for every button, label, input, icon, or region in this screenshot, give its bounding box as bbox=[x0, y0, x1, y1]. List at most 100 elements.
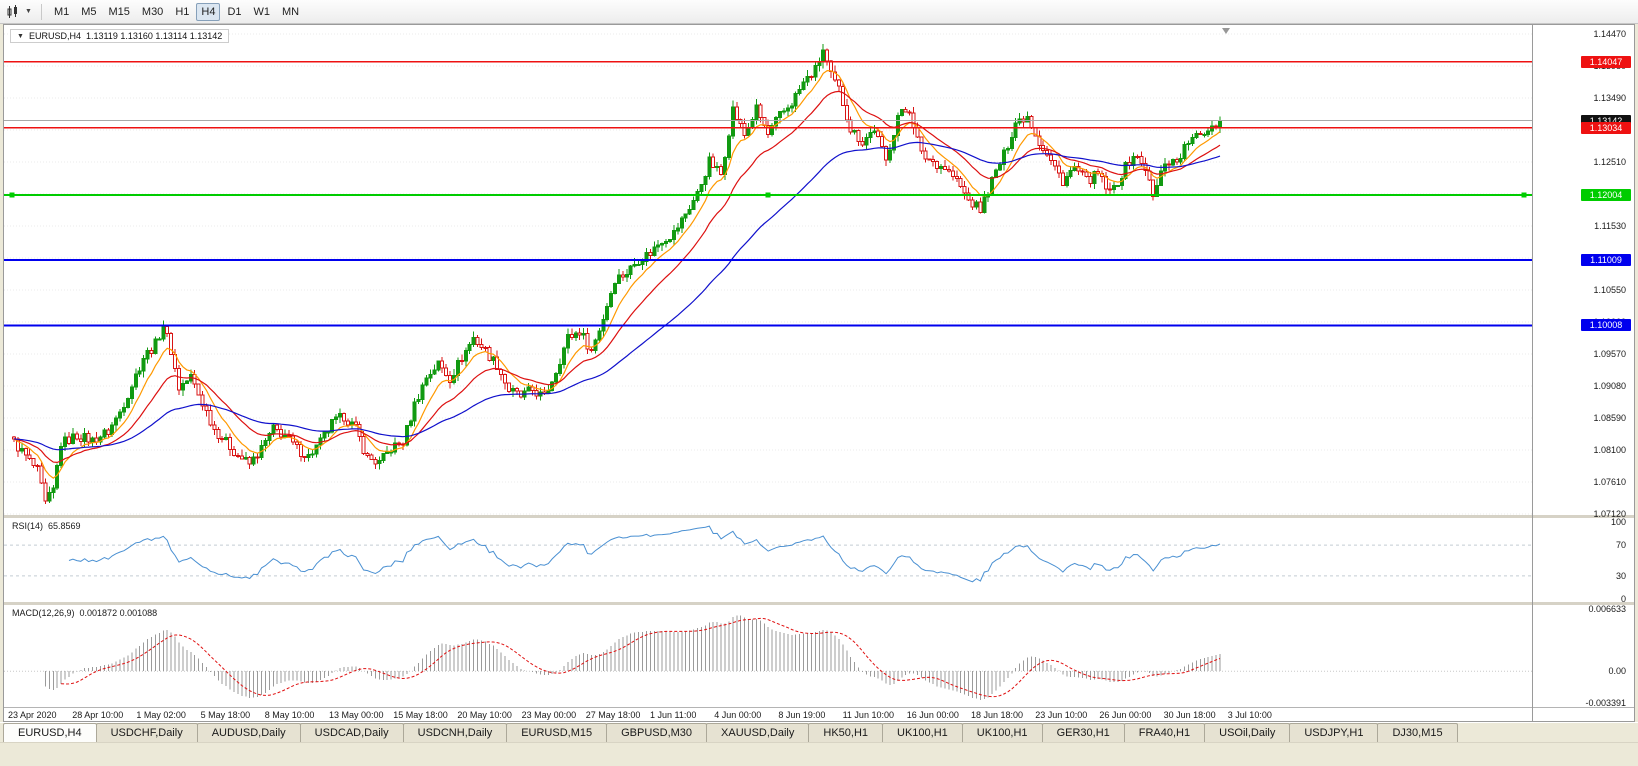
price-level-tag: 1.11009 bbox=[1581, 254, 1631, 266]
price-scale-label: 1.08100 bbox=[1593, 445, 1626, 455]
price-scale-label: 1.11530 bbox=[1594, 221, 1626, 231]
price-scale-label: 1.09570 bbox=[1593, 349, 1626, 359]
rsi-scale-label: 30 bbox=[1615, 570, 1626, 581]
status-bar bbox=[0, 742, 1638, 766]
price-level-tag: 1.12004 bbox=[1581, 189, 1631, 201]
macd-values: 0.001872 0.001088 bbox=[79, 608, 158, 618]
line-selection-handle[interactable] bbox=[9, 192, 15, 198]
chart-symbol-timeframe: EURUSD,H4 bbox=[28, 31, 81, 41]
candles bbox=[12, 44, 1222, 504]
chart-tabs-bar: EURUSD,H4 USDCHF,Daily AUDUSD,Daily USDCAD,… bbox=[0, 722, 1638, 742]
time-axis-label: 26 Jun 00:00 bbox=[1099, 710, 1152, 720]
chart-tab-audusd-daily[interactable]: AUDUSD,Daily bbox=[196, 723, 301, 742]
rsi-scale-label: 0 bbox=[1620, 594, 1626, 604]
timeframe-button-m30[interactable]: M30 bbox=[141, 5, 164, 18]
macd-name: MACD(12,26,9) bbox=[12, 608, 75, 618]
macd-label: MACD(12,26,9) 0.001872 0.001088 bbox=[12, 608, 157, 618]
time-axis-border bbox=[4, 707, 1634, 708]
chart-tab-usdcnh-daily[interactable]: USDCNH,Daily bbox=[402, 723, 508, 742]
candlestick-chart[interactable] bbox=[4, 25, 1532, 515]
panel-separator[interactable] bbox=[4, 602, 1634, 605]
horizontal-level-lines bbox=[4, 60, 1532, 327]
time-axis-label: 3 Jul 10:00 bbox=[1227, 710, 1272, 720]
macd-scale-label: -0.003391 bbox=[1585, 698, 1626, 708]
timeframe-button-mn[interactable]: MN bbox=[282, 5, 300, 18]
chart-tab-usdchf-daily[interactable]: USDCHF,Daily bbox=[95, 723, 198, 742]
rsi-line bbox=[68, 525, 1221, 583]
chart-tab-uk100-h1[interactable]: UK100,H1 bbox=[961, 723, 1043, 742]
time-axis-label: 8 May 10:00 bbox=[264, 710, 315, 720]
price-scale-label: 1.12510 bbox=[1593, 157, 1626, 167]
time-axis-label: 15 May 18:00 bbox=[393, 710, 448, 720]
time-axis-label: 1 Jun 11:00 bbox=[650, 710, 697, 720]
timeframe-button-m1[interactable]: M1 bbox=[53, 5, 70, 18]
timeframe-toolbar: ▼ M1 M5 M15 M30 H1 H4 D1 W1 MN bbox=[0, 0, 1638, 24]
price-level-tag: 1.13034 bbox=[1581, 122, 1631, 134]
rsi-name: RSI(14) bbox=[12, 521, 44, 531]
chart-tab-gbpusd-m30[interactable]: GBPUSD,M30 bbox=[606, 723, 708, 742]
time-axis-label: 27 May 18:00 bbox=[585, 710, 641, 720]
macd-scale-label: 0.00 bbox=[1608, 666, 1626, 677]
price-scale-label: 1.07120 bbox=[1593, 509, 1626, 519]
chart-tab-hk50-h1[interactable]: HK50,H1 bbox=[808, 723, 884, 742]
timeframe-button-h1[interactable]: H1 bbox=[175, 5, 190, 18]
chart-tab-xauusd-daily[interactable]: XAUUSD,Daily bbox=[706, 723, 810, 742]
chart-shift-marker-icon[interactable] bbox=[1222, 28, 1230, 34]
chart-title: ▼ EURUSD,H4 1.13119 1.13160 1.13114 1.13… bbox=[10, 29, 230, 43]
price-scale-label: 1.14470 bbox=[1593, 29, 1626, 39]
timeframe-button-h4[interactable]: H4 bbox=[196, 2, 221, 21]
macd-signal-line bbox=[61, 617, 1221, 698]
chart-tab-ger30-h1[interactable]: GER30,H1 bbox=[1041, 723, 1125, 742]
timeframe-button-w1[interactable]: W1 bbox=[253, 5, 271, 18]
price-scale-label: 1.08590 bbox=[1593, 413, 1626, 423]
macd-histogram bbox=[44, 615, 1221, 700]
rsi-indicator-chart[interactable] bbox=[4, 518, 1532, 602]
time-axis-label: 18 Jun 18:00 bbox=[971, 710, 1024, 720]
price-scale-border bbox=[1532, 25, 1533, 721]
rsi-value: 65.8569 bbox=[48, 521, 81, 531]
time-axis-label: 28 Apr 10:00 bbox=[72, 710, 124, 720]
timeframe-buttons: M1 M5 M15 M30 H1 H4 D1 W1 MN bbox=[48, 2, 305, 21]
price-scale-label: 1.07610 bbox=[1593, 477, 1626, 487]
grid-lines bbox=[4, 33, 1532, 515]
line-selection-handle[interactable] bbox=[1521, 192, 1527, 198]
time-axis-label: 1 May 02:00 bbox=[136, 710, 186, 720]
rsi-label: RSI(14) 65.8569 bbox=[12, 521, 81, 531]
chart-area[interactable]: ▼ EURUSD,H4 1.13119 1.13160 1.13114 1.13… bbox=[3, 24, 1635, 722]
price-scale-label: 1.13490 bbox=[1593, 93, 1626, 103]
chart-tab-fra40-h1[interactable]: FRA40,H1 bbox=[1123, 723, 1206, 742]
time-axis-label: 16 Jun 00:00 bbox=[906, 710, 959, 720]
chart-tab-usdcad-daily[interactable]: USDCAD,Daily bbox=[299, 723, 404, 742]
price-scale-label: 1.09080 bbox=[1593, 381, 1626, 391]
chart-tab-usdjpy-h1[interactable]: USDJPY,H1 bbox=[1289, 723, 1379, 742]
line-selection-handle[interactable] bbox=[765, 192, 771, 198]
chart-tab-eurusd-m15[interactable]: EURUSD,M15 bbox=[506, 723, 608, 742]
moving-average-lines bbox=[13, 69, 1221, 479]
chart-ohlc-values: 1.13119 1.13160 1.13114 1.13142 bbox=[85, 31, 223, 41]
timeframe-button-d1[interactable]: D1 bbox=[227, 5, 242, 18]
candlestick-chart-icon bbox=[7, 4, 17, 18]
time-axis-label: 30 Jun 18:00 bbox=[1163, 710, 1216, 720]
chart-tab-eurusd-h4[interactable]: EURUSD,H4 bbox=[3, 723, 97, 742]
chart-type-icon[interactable] bbox=[6, 4, 22, 20]
chart-dropdown-icon[interactable]: ▼ bbox=[17, 32, 24, 40]
time-axis-label: 5 May 18:00 bbox=[200, 710, 251, 720]
price-scale-label: 1.10550 bbox=[1593, 285, 1626, 295]
macd-indicator-chart[interactable] bbox=[4, 605, 1532, 707]
time-axis-label: 13 May 00:00 bbox=[329, 710, 384, 720]
panel-separator[interactable] bbox=[4, 515, 1634, 518]
toolbar-separator bbox=[40, 3, 42, 20]
timeframe-button-m5[interactable]: M5 bbox=[81, 5, 97, 18]
macd-scale-label: 0.006633 bbox=[1588, 604, 1626, 614]
time-axis-label: 23 Apr 2020 bbox=[8, 710, 57, 720]
chart-tab-uk100-h1[interactable]: UK100,H1 bbox=[882, 723, 963, 742]
time-axis-label: 11 Jun 10:00 bbox=[842, 710, 894, 720]
chart-tab-dj30-m15[interactable]: DJ30,M15 bbox=[1377, 723, 1458, 742]
time-axis-label: 8 Jun 19:00 bbox=[778, 710, 826, 720]
rsi-scale-label: 100 bbox=[1610, 517, 1626, 527]
chart-tab-usoil-daily[interactable]: USOil,Daily bbox=[1204, 723, 1291, 742]
chevron-down-icon[interactable]: ▼ bbox=[25, 8, 32, 15]
timeframe-button-m15[interactable]: M15 bbox=[108, 5, 130, 18]
price-level-tag: 1.10008 bbox=[1581, 319, 1631, 331]
